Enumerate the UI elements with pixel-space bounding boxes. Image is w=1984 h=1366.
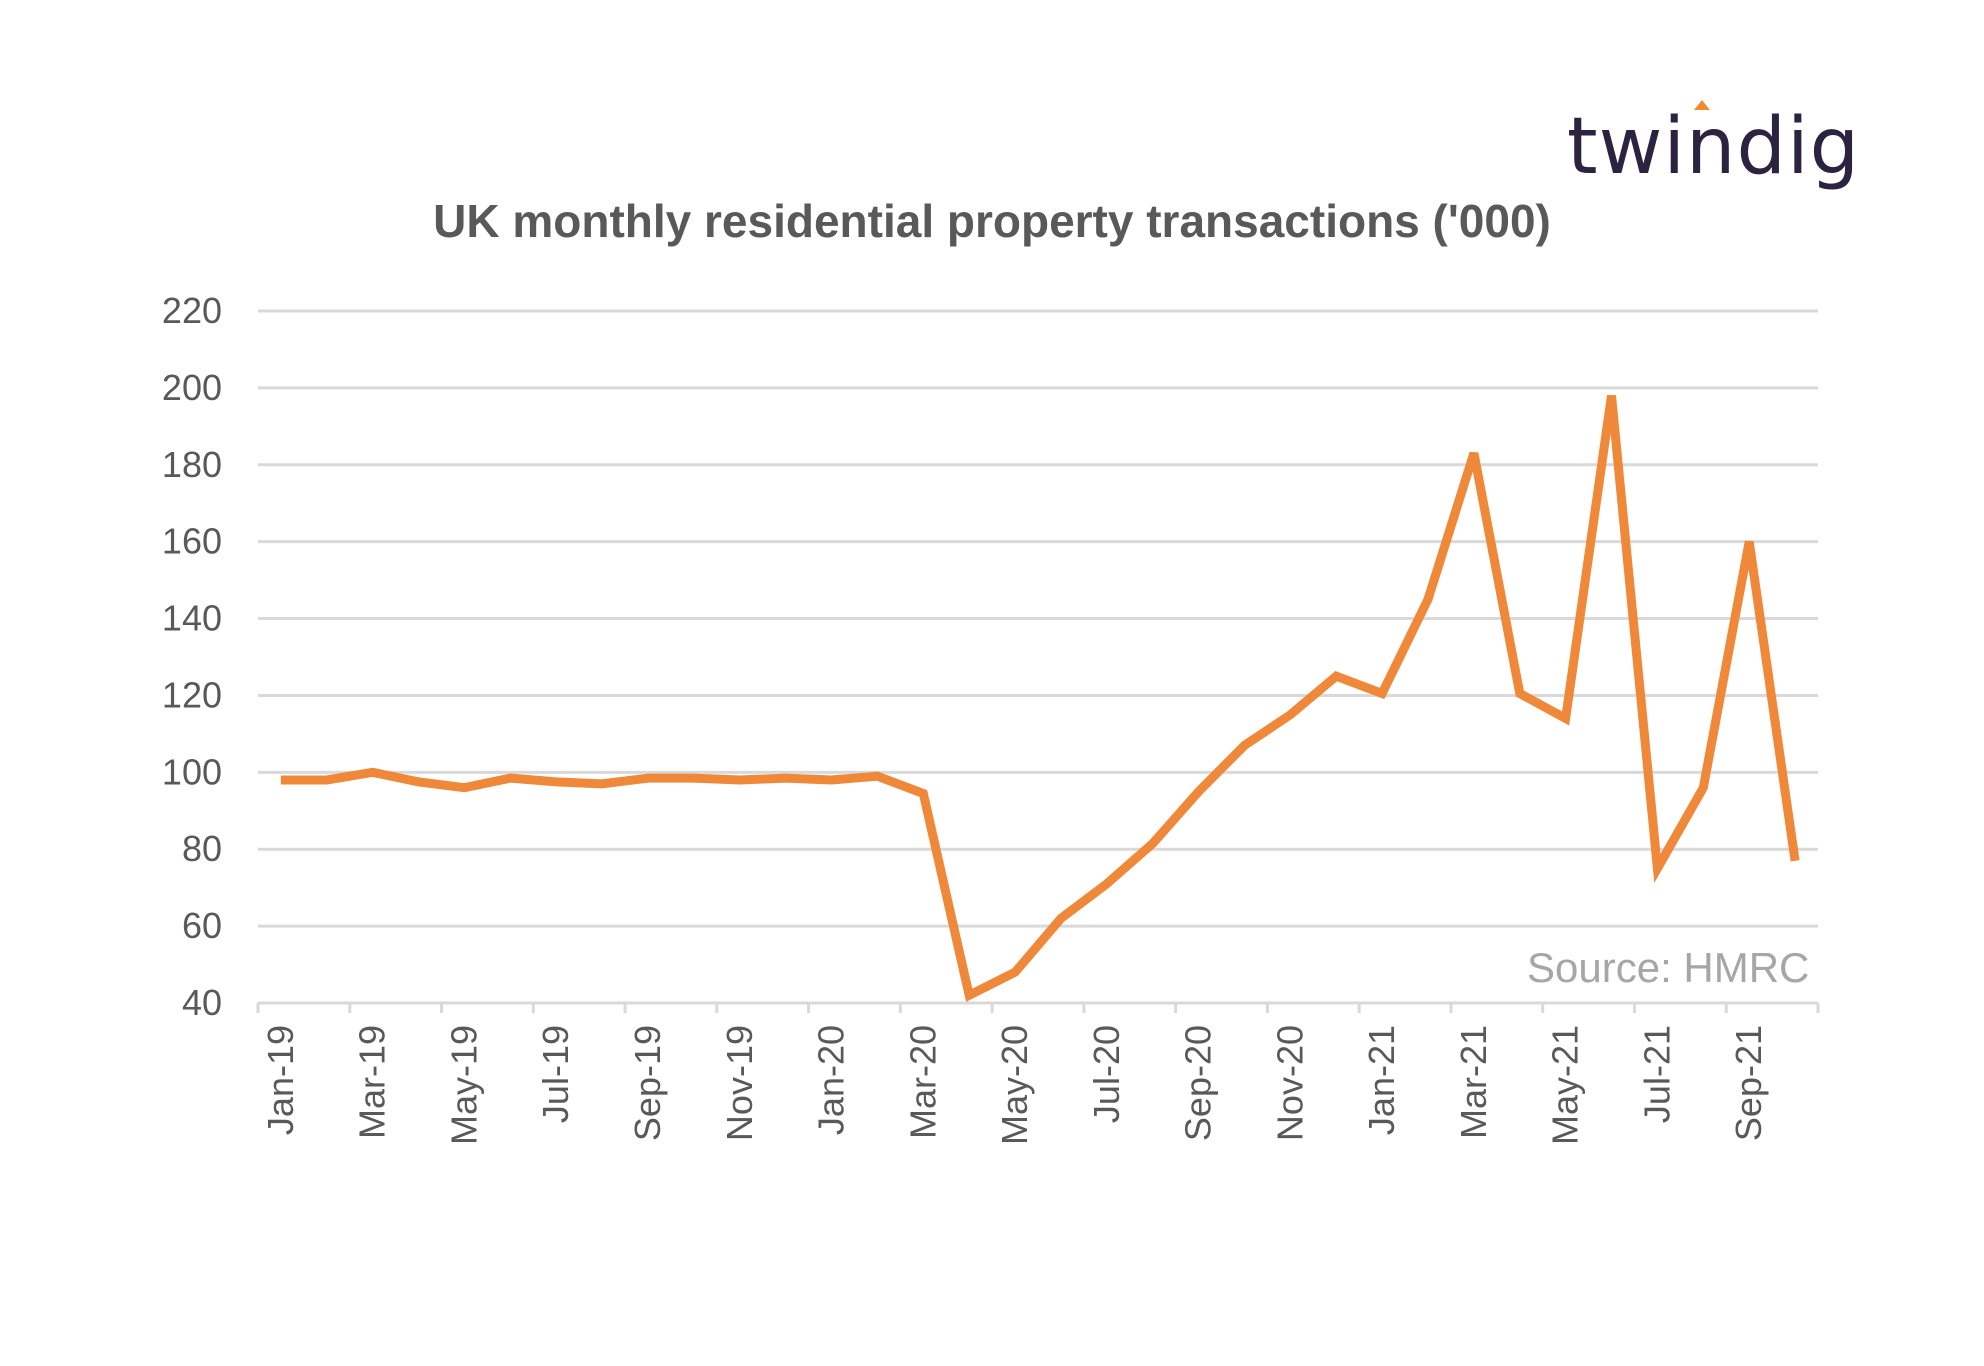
logo-accent-icon [1694,100,1710,110]
chart-title: UK monthly residential property transact… [433,195,1551,247]
x-tick-label: Sep-21 [1728,1025,1769,1141]
x-tick-label: Sep-19 [627,1025,668,1141]
x-tick-label: Jul-19 [535,1025,576,1123]
x-tick-label: Sep-20 [1178,1025,1219,1141]
gridlines [258,309,1818,928]
twindig-logo: twindig [1567,100,1860,186]
y-tick-label: 60 [182,905,222,946]
x-tick-label: Jan-19 [260,1025,301,1135]
x-tick-label: Nov-20 [1269,1025,1310,1141]
y-tick-label: 200 [162,367,222,408]
y-tick-label: 180 [162,444,222,485]
y-tick-label: 220 [162,290,222,331]
x-tick-label: May-20 [994,1025,1035,1145]
x-tick-label: Nov-19 [719,1025,760,1141]
x-tick-label: Mar-20 [902,1025,943,1139]
x-tick-label: Jul-21 [1636,1025,1677,1123]
x-tick-label: Jan-21 [1361,1025,1402,1135]
logo-text: twindig [1567,102,1861,192]
x-tick-label: Jan-20 [811,1025,852,1135]
y-tick-label: 160 [162,521,222,562]
y-tick-label: 80 [182,828,222,869]
x-tick-label: Mar-21 [1453,1025,1494,1139]
x-tick-label: May-21 [1545,1025,1586,1145]
x-axis-ticks: Jan-19 Mar-19 May-19 Jul-19 Sep-19 Nov-19 Jan-… [260,1025,1769,1145]
y-axis-ticks: 220 200 180 160 140 120 100 80 60 40 [162,290,222,1023]
x-tick-label: May-19 [443,1025,484,1145]
x-axis [256,1001,1820,1013]
y-tick-label: 40 [182,982,222,1023]
y-tick-label: 120 [162,674,222,715]
y-tick-label: 140 [162,598,222,639]
x-tick-label: Jul-20 [1086,1025,1127,1123]
series-line [280,394,1800,1002]
x-tick-label: Mar-19 [352,1025,393,1139]
y-tick-label: 100 [162,751,222,792]
source-label: Source: HMRC [1527,944,1810,991]
series-layer [280,394,1800,1002]
